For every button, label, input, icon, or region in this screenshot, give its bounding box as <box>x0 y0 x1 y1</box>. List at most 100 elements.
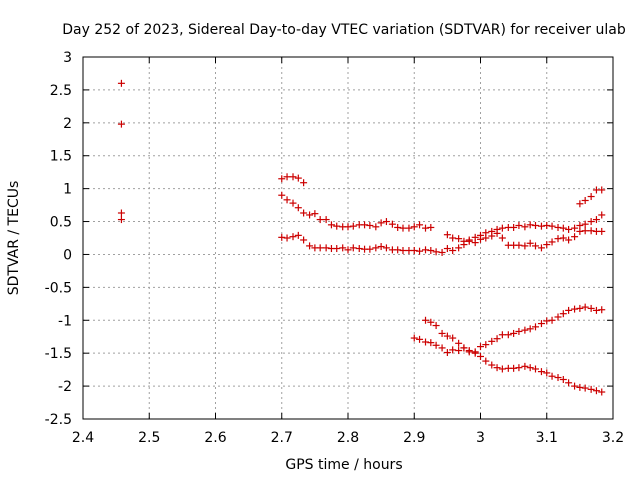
data-point <box>372 223 380 231</box>
data-point <box>377 243 385 251</box>
data-point <box>455 235 463 243</box>
data-point <box>587 304 595 312</box>
data-point <box>592 216 600 224</box>
data-point <box>427 247 435 255</box>
data-point <box>498 331 506 339</box>
data-point <box>482 357 490 365</box>
x-axis-label: GPS time / hours <box>285 457 402 473</box>
x-tick-label: 2.8 <box>337 430 359 446</box>
data-point <box>521 326 529 334</box>
data-point <box>117 120 125 128</box>
data-point <box>283 196 291 204</box>
data-point <box>278 175 286 183</box>
data-point <box>349 222 357 230</box>
data-point <box>471 349 479 357</box>
data-point <box>598 186 606 194</box>
data-point <box>449 234 457 242</box>
data-point <box>571 382 579 390</box>
data-point <box>548 316 556 324</box>
data-point <box>488 227 496 235</box>
data-point <box>449 346 457 354</box>
data-point <box>344 223 352 231</box>
data-point <box>543 221 551 229</box>
data-point <box>306 242 314 250</box>
data-point <box>543 241 551 249</box>
data-point <box>581 196 589 204</box>
data-point <box>427 339 435 347</box>
data-point <box>289 173 297 181</box>
data-point <box>283 173 291 181</box>
data-point <box>515 241 523 249</box>
data-point <box>460 344 468 352</box>
y-axis-label: SDTVAR / TECUs <box>6 181 22 296</box>
y-tick-label: -2 <box>58 379 72 395</box>
data-point <box>294 174 302 182</box>
data-point <box>537 368 545 376</box>
data-point <box>488 361 496 369</box>
data-point <box>382 244 390 252</box>
data-point <box>438 329 446 337</box>
data-point <box>117 209 125 217</box>
data-point <box>455 244 463 252</box>
data-point <box>394 246 402 254</box>
data-point <box>366 221 374 229</box>
data-point <box>587 385 595 393</box>
data-point <box>300 209 308 217</box>
data-point <box>443 349 451 357</box>
data-point <box>554 235 562 243</box>
data-point <box>587 218 595 226</box>
data-point <box>521 242 529 250</box>
data-point <box>316 244 324 252</box>
data-point <box>554 313 562 321</box>
data-point <box>498 365 506 373</box>
data-point <box>576 304 584 312</box>
data-point <box>278 191 286 199</box>
data-point <box>510 329 518 337</box>
data-point <box>361 221 369 229</box>
data-point <box>521 223 529 231</box>
data-point <box>515 327 523 335</box>
data-point <box>327 221 335 229</box>
data-point <box>333 222 341 230</box>
data-point <box>460 237 468 245</box>
data-point <box>493 335 501 343</box>
x-tick-label: 3.2 <box>602 430 624 446</box>
data-point <box>449 334 457 342</box>
x-tick-label: 2.9 <box>403 430 425 446</box>
data-point <box>581 220 589 228</box>
data-point <box>322 244 330 252</box>
data-point <box>422 338 430 346</box>
chart-title: Day 252 of 2023, Sidereal Day-to-day VTE… <box>62 22 626 38</box>
data-point <box>289 199 297 207</box>
data-point <box>504 331 512 339</box>
data-point <box>482 229 490 237</box>
data-point <box>554 374 562 382</box>
x-tick-label: 2.5 <box>138 430 160 446</box>
data-point <box>294 204 302 212</box>
data-point <box>576 221 584 229</box>
data-point <box>598 306 606 314</box>
data-point <box>576 200 584 208</box>
data-point <box>548 372 556 380</box>
plot-frame <box>82 56 614 420</box>
data-point <box>432 322 440 330</box>
data-point <box>455 347 463 355</box>
data-point <box>543 369 551 377</box>
data-point <box>565 306 573 314</box>
data-point <box>410 247 418 255</box>
data-point <box>283 234 291 242</box>
y-tick-label: -0.5 <box>45 280 72 296</box>
data-point <box>559 234 567 242</box>
data-point <box>416 335 424 343</box>
y-tick-label: 3 <box>63 50 72 66</box>
data-point <box>526 239 534 247</box>
data-point <box>510 223 518 231</box>
data-point <box>405 224 413 232</box>
y-tick-label: -1 <box>58 313 72 329</box>
x-tick-label: 3 <box>476 430 485 446</box>
data-point <box>482 341 490 349</box>
data-point <box>565 236 573 244</box>
data-point <box>410 223 418 231</box>
data-point <box>488 337 496 345</box>
